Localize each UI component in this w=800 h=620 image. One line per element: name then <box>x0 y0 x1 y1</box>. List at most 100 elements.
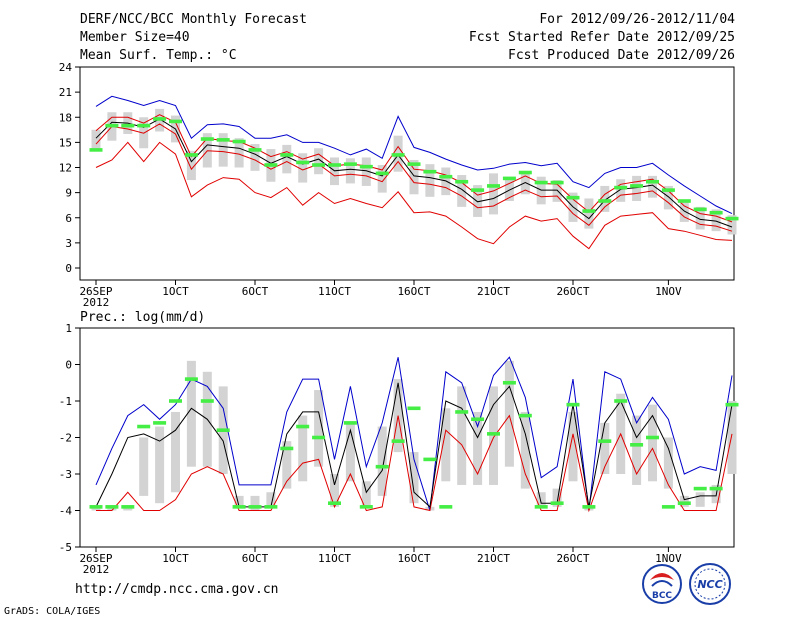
clim-marker-1-5 <box>169 399 182 403</box>
precip-panel-title: Prec.: log(mm/d) <box>80 310 206 325</box>
box-0-32 <box>600 185 610 212</box>
clim-marker-0-34 <box>630 184 644 188</box>
clim-marker-1-37 <box>677 501 691 505</box>
clim-marker-1-32 <box>598 439 612 443</box>
y-tick-label-0: 6 <box>65 212 72 225</box>
box-1-12 <box>282 441 292 489</box>
clim-marker-0-22 <box>439 174 453 179</box>
source-url[interactable]: http://cmdp.ncc.cma.gov.cn <box>75 582 279 597</box>
clim-marker-0-18 <box>375 171 389 176</box>
box-1-30 <box>568 411 578 482</box>
box-1-5 <box>171 411 180 493</box>
box-0-40 <box>727 215 737 235</box>
box-1-18 <box>377 426 387 496</box>
clim-marker-0-6 <box>184 153 198 157</box>
clim-marker-0-33 <box>614 185 628 190</box>
clim-marker-0-10 <box>248 148 262 152</box>
clim-marker-0-14 <box>312 163 326 167</box>
box-0-34 <box>632 175 642 201</box>
box-0-9 <box>234 138 244 168</box>
grads-credit: GrADS: COLA/IGES <box>4 606 101 617</box>
clim-marker-0-30 <box>566 195 580 200</box>
clim-marker-0-17 <box>359 164 373 169</box>
clim-marker-0-1 <box>105 123 119 128</box>
clim-marker-1-9 <box>232 505 246 509</box>
box-1-15 <box>330 474 339 507</box>
box-0-6 <box>186 150 196 181</box>
x-tick-label-0: 26OCT <box>556 285 589 298</box>
clim-marker-1-6 <box>184 377 198 381</box>
box-0-12 <box>282 144 292 174</box>
clim-marker-0-21 <box>423 169 437 174</box>
x-tick-label-1: 11OCT <box>318 552 351 565</box>
clim-marker-1-19 <box>391 439 405 443</box>
clim-marker-1-25 <box>487 432 500 436</box>
box-0-18 <box>377 164 387 193</box>
box-1-37 <box>679 495 689 507</box>
line-0-median_plus <box>95 114 733 223</box>
clim-marker-1-17 <box>359 505 373 509</box>
x-year-label-0: 2012 <box>83 296 110 309</box>
fcst-produced-date: Fcst Produced Date 2012/09/26 <box>508 48 735 63</box>
clim-marker-1-22 <box>439 505 453 509</box>
box-0-31 <box>584 198 594 229</box>
bcc-logo-ring <box>642 564 682 604</box>
line-0-median_minus <box>95 123 733 232</box>
clim-marker-0-40 <box>725 216 739 221</box>
clim-marker-1-35 <box>646 435 659 440</box>
clim-marker-0-31 <box>582 209 596 213</box>
box-1-23 <box>457 386 467 485</box>
clim-marker-0-39 <box>709 210 723 215</box>
box-0-10 <box>250 144 260 171</box>
clim-marker-0-3 <box>137 123 151 128</box>
clim-marker-0-35 <box>646 179 659 184</box>
box-0-16 <box>345 158 355 184</box>
line-0-lower <box>95 141 733 250</box>
clim-marker-1-1 <box>105 505 119 509</box>
clim-marker-0-25 <box>487 184 500 188</box>
clim-marker-0-8 <box>216 138 230 142</box>
clim-marker-0-13 <box>296 160 310 165</box>
clim-marker-1-10 <box>248 505 262 509</box>
clim-marker-1-39 <box>709 486 723 491</box>
y-tick-label-1: 0 <box>65 359 72 372</box>
box-0-8 <box>218 133 228 167</box>
clim-marker-1-21 <box>423 457 437 462</box>
box-0-24 <box>473 185 483 217</box>
box-0-33 <box>616 179 626 202</box>
box-1-20 <box>409 452 419 504</box>
x-tick-label-0: 1NOV <box>655 285 682 298</box>
y-tick-label-0: 18 <box>59 111 72 124</box>
x-tick-label-1: 26SEP <box>79 552 112 565</box>
y-tick-label-0: 21 <box>59 86 72 99</box>
clim-marker-0-28 <box>534 180 548 185</box>
clim-marker-1-12 <box>280 446 294 451</box>
clim-marker-1-23 <box>455 410 469 414</box>
clim-marker-1-11 <box>264 505 278 509</box>
clim-marker-1-30 <box>566 402 580 407</box>
box-1-24 <box>473 411 483 485</box>
clim-marker-1-29 <box>550 501 564 505</box>
box-1-14 <box>314 390 324 467</box>
clim-marker-0-15 <box>328 163 341 167</box>
y-tick-label-1: -2 <box>59 432 72 445</box>
box-1-6 <box>186 360 196 467</box>
y-tick-label-0: 24 <box>59 61 73 74</box>
clim-marker-0-9 <box>232 139 246 144</box>
clim-marker-0-12 <box>280 153 294 157</box>
box-1-35 <box>648 404 657 482</box>
y-tick-label-0: 3 <box>65 237 72 250</box>
clim-marker-0-29 <box>550 180 564 185</box>
clim-marker-0-20 <box>407 162 421 166</box>
clim-marker-1-3 <box>137 424 151 429</box>
box-0-29 <box>552 180 562 202</box>
bcc-logo-text: BCC <box>652 591 672 601</box>
line-1-lower <box>96 414 733 513</box>
x-tick-label-1: 1NOV <box>655 552 682 565</box>
member-size: Member Size=40 <box>80 30 190 45</box>
box-1-3 <box>139 437 149 496</box>
clim-marker-1-15 <box>328 501 341 505</box>
clim-marker-1-27 <box>518 413 532 418</box>
x-tick-label-0: 16OCT <box>397 285 430 298</box>
clim-marker-0-19 <box>391 153 405 157</box>
